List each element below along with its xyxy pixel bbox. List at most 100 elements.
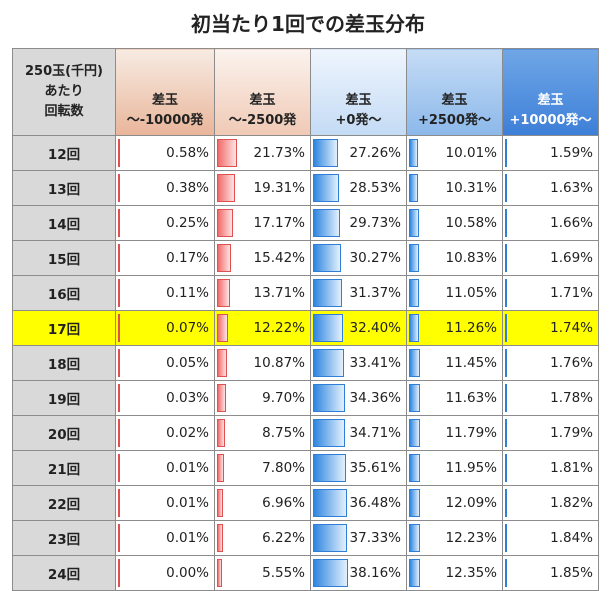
data-bar xyxy=(313,314,343,342)
data-label: 38.16% xyxy=(349,565,401,581)
value-cell: 5.55% xyxy=(214,555,311,591)
value-cell: 0.02% xyxy=(115,415,215,451)
value-cell: 12.35% xyxy=(406,555,503,591)
table-row: 24回 0.00% 5.55% 38.16% 12.35% 1.85% xyxy=(12,555,599,591)
column-header-1: 差玉 ～-2500発 xyxy=(214,48,311,136)
column-header-2-line-0: 差玉 xyxy=(345,93,372,108)
value-cell: 1.85% xyxy=(502,555,599,591)
data-bar xyxy=(217,209,233,237)
value-cell: 9.70% xyxy=(214,380,311,416)
data-bar xyxy=(217,524,223,552)
data-bar xyxy=(409,489,421,517)
data-label: 11.05% xyxy=(445,285,497,301)
data-bar xyxy=(217,419,226,447)
data-label: 0.38% xyxy=(166,180,209,196)
data-bar xyxy=(313,384,345,412)
data-label: 1.78% xyxy=(550,390,593,406)
data-bar xyxy=(118,524,120,552)
data-bar xyxy=(505,279,507,307)
corner-line-2: あたり xyxy=(44,84,84,99)
value-cell: 1.69% xyxy=(502,240,599,276)
corner-line-3: 回転数 xyxy=(44,104,84,119)
data-label: 0.03% xyxy=(166,390,209,406)
data-label: 1.69% xyxy=(550,250,593,266)
value-cell: 19.31% xyxy=(214,170,311,206)
row-label: 15回 xyxy=(12,240,116,276)
data-bar xyxy=(118,314,120,342)
value-cell: 21.73% xyxy=(214,135,311,171)
value-cell: 11.63% xyxy=(406,380,503,416)
value-cell: 1.82% xyxy=(502,485,599,521)
value-cell: 1.81% xyxy=(502,450,599,486)
data-label: 1.74% xyxy=(550,320,593,336)
table-row: 23回 0.01% 6.22% 37.33% 12.23% 1.84% xyxy=(12,520,599,556)
data-bar xyxy=(409,244,419,272)
data-label: 12.35% xyxy=(445,565,497,581)
row-label: 22回 xyxy=(12,485,116,521)
value-cell: 6.22% xyxy=(214,520,311,556)
data-label: 12.22% xyxy=(253,320,305,336)
data-bar xyxy=(409,139,419,167)
data-label: 17.17% xyxy=(253,215,305,231)
value-cell: 1.63% xyxy=(502,170,599,206)
data-bar xyxy=(118,244,120,272)
value-cell: 28.53% xyxy=(310,170,407,206)
data-bar xyxy=(313,139,339,167)
value-cell: 7.80% xyxy=(214,450,311,486)
value-cell: 0.01% xyxy=(115,450,215,486)
value-cell: 36.48% xyxy=(310,485,407,521)
data-bar xyxy=(118,349,120,377)
data-bar xyxy=(118,174,120,202)
value-cell: 12.09% xyxy=(406,485,503,521)
value-cell: 30.27% xyxy=(310,240,407,276)
corner-line-1: 250玉(千円) xyxy=(24,64,104,79)
data-label: 10.01% xyxy=(445,145,497,161)
corner-header: 250玉(千円) あたり 回転数 xyxy=(12,48,116,136)
data-bar xyxy=(217,279,230,307)
data-bar xyxy=(505,524,507,552)
data-bar xyxy=(505,244,507,272)
table-row: 20回 0.02% 8.75% 34.71% 11.79% 1.79% xyxy=(12,415,599,451)
data-bar xyxy=(217,454,225,482)
value-cell: 1.84% xyxy=(502,520,599,556)
table-row: 16回 0.11% 13.71% 31.37% 11.05% 1.71% xyxy=(12,275,599,311)
data-label: 10.58% xyxy=(445,215,497,231)
data-label: 1.76% xyxy=(550,355,593,371)
chart-title: 初当たり1回での差玉分布 xyxy=(191,12,425,36)
value-cell: 17.17% xyxy=(214,205,311,241)
value-cell: 15.42% xyxy=(214,240,311,276)
data-label: 29.73% xyxy=(349,215,401,231)
value-cell: 0.01% xyxy=(115,520,215,556)
value-cell: 10.83% xyxy=(406,240,503,276)
data-label: 1.79% xyxy=(550,425,593,441)
value-cell: 0.00% xyxy=(115,555,215,591)
row-label: 21回 xyxy=(12,450,116,486)
value-cell: 35.61% xyxy=(310,450,407,486)
data-label: 11.95% xyxy=(445,460,497,476)
data-label: 15.42% xyxy=(253,250,305,266)
data-bar xyxy=(505,314,507,342)
data-bar xyxy=(505,209,507,237)
data-bar xyxy=(217,314,229,342)
data-bar xyxy=(505,454,507,482)
data-label: 11.79% xyxy=(445,425,497,441)
data-bar xyxy=(313,244,341,272)
value-cell: 0.38% xyxy=(115,170,215,206)
value-cell: 11.26% xyxy=(406,310,503,346)
data-label: 27.26% xyxy=(349,145,401,161)
value-cell: 0.07% xyxy=(115,310,215,346)
data-bar xyxy=(118,139,120,167)
value-cell: 11.95% xyxy=(406,450,503,486)
column-header-4: 差玉 +10000発～ xyxy=(502,48,599,136)
data-bar xyxy=(409,419,420,447)
data-label: 1.66% xyxy=(550,215,593,231)
data-label: 0.25% xyxy=(166,215,209,231)
data-label: 7.80% xyxy=(262,460,305,476)
value-cell: 27.26% xyxy=(310,135,407,171)
distribution-table: 250玉(千円) あたり 回転数 差玉 ～-10000発 差玉 ～-2500発 差玉 +0… xyxy=(12,48,599,591)
value-cell: 29.73% xyxy=(310,205,407,241)
data-bar xyxy=(313,489,347,517)
table-row: 14回 0.25% 17.17% 29.73% 10.58% 1.66% xyxy=(12,205,599,241)
column-header-3: 差玉 +2500発～ xyxy=(406,48,503,136)
data-label: 31.37% xyxy=(349,285,401,301)
